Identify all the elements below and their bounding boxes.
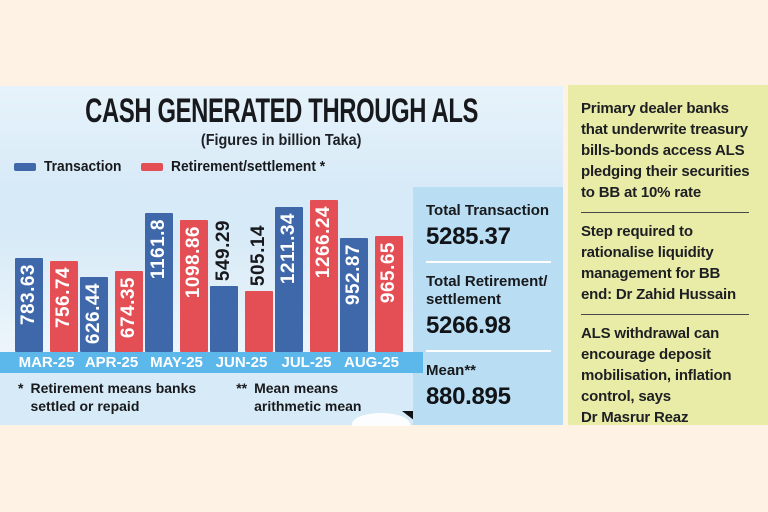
stat-label-1: Total Transaction: [426, 202, 550, 219]
bar-transaction-mar-25: 783.63: [15, 258, 43, 352]
category-label-jun-25: JUN-25: [215, 354, 268, 371]
page-curl: [352, 413, 410, 426]
bar-transaction-jun-25: 549.29: [210, 220, 238, 352]
stat-divider: [426, 261, 551, 263]
note-paragraph-3: ALS withdrawal can encourage deposit mob…: [581, 323, 756, 428]
bar-group-may-25: 1161.8 1098.86: [145, 213, 208, 352]
bar-transaction-apr-25: 626.44: [80, 277, 108, 352]
stats-panel: Total Transaction 5285.37 Total Retirement…: [413, 187, 563, 425]
note-divider: [581, 314, 749, 315]
footnote-2: ** Mean means arithmetic mean: [236, 379, 361, 425]
notes-panel: Primary dealer banks that underwrite tre…: [568, 85, 768, 428]
bar-group-aug-25: 952.87 965.65: [340, 236, 403, 352]
bar-value-label: 549.29: [213, 219, 234, 281]
note-divider: [581, 212, 749, 213]
bar-value-label: 674.35: [118, 277, 139, 339]
bar-group-jun-25: 549.29 505.14: [210, 220, 273, 352]
category-label-aug-25: AUG-25: [343, 354, 399, 371]
stat-divider: [426, 350, 551, 352]
stat-value-1: 5285.37: [426, 223, 511, 250]
stat-value-3: 880.895: [426, 383, 511, 410]
bar-retirement-jul-25: 1266.24: [310, 200, 338, 352]
stat-value-2: 5266.98: [426, 312, 511, 339]
bar-retirement-mar-25: 756.74: [50, 261, 78, 352]
note-paragraph-1: Primary dealer banks that underwrite tre…: [581, 98, 756, 203]
bar-value-label: 783.63: [18, 264, 39, 326]
bar-value-label: 756.74: [53, 267, 74, 329]
bar-value-label: 1161.8: [148, 219, 169, 280]
bar-transaction-aug-25: 952.87: [340, 238, 368, 352]
bar-value-label: 1266.24: [313, 206, 334, 279]
category-axis-strip: MAR-25 APR-25 MAY-25 JUN-25 JUL-25 AUG-25: [0, 352, 423, 373]
note-paragraph-2: Step required to rationalise liquidity m…: [581, 221, 756, 305]
note-text-segment: ALS withdrawal can encourage deposit mob…: [581, 325, 732, 426]
category-label-jul-25: JUL-25: [281, 354, 332, 371]
footnotes: * Retirement means banks settled or repai…: [0, 373, 413, 425]
bar-value-label: 1098.86: [183, 226, 204, 299]
bar-retirement-apr-25: 674.35: [115, 271, 143, 352]
bar-value-label: 1211.34: [278, 213, 299, 285]
bar-retirement-may-25: 1098.86: [180, 220, 208, 352]
note-text-segment: Step required to rationalise liquidity m…: [581, 223, 736, 303]
stat-label-3: Mean**: [426, 362, 477, 379]
category-label-mar-25: MAR-25: [18, 354, 75, 371]
footnote-text: Mean means arithmetic mean: [254, 380, 362, 414]
footnote-1: * Retirement means banks settled or repai…: [18, 379, 196, 425]
bar-group-mar-25: 783.63 756.74: [15, 258, 78, 352]
category-label-may-25: MAY-25: [150, 354, 203, 371]
footnote-text: Retirement means banks settled or repaid: [30, 380, 197, 414]
bar-value-label: 505.14: [248, 224, 269, 286]
bar-value-label: 965.65: [378, 242, 399, 304]
bar-value-label: 626.44: [83, 283, 104, 345]
bar-group-apr-25: 626.44 674.35: [80, 271, 143, 352]
note-text-segment: rate: [670, 184, 701, 201]
category-label-apr-25: APR-25: [84, 354, 139, 371]
bar-retirement-aug-25: 965.65: [375, 236, 403, 352]
note-text-segment: Primary dealer banks that underwrite tre…: [581, 100, 750, 201]
bar-transaction-jul-25: 1211.34: [275, 207, 303, 352]
footnote-marker: **: [236, 380, 248, 396]
stat-label-2: Total Retirement/ settlement: [426, 273, 548, 308]
bar-transaction-may-25: 1161.8: [145, 213, 173, 352]
bar-plot: 783.63 756.74 626.44 674.35 1161.8 1098.86 549…: [0, 86, 413, 352]
bar-value-label: 952.87: [343, 244, 364, 306]
bar-group-jul-25: 1211.34 1266.24: [275, 200, 338, 352]
footnote-marker: *: [18, 380, 24, 396]
bar-retirement-jun-25: 505.14: [245, 225, 273, 352]
note-bold-segment: 10%: [640, 184, 671, 201]
